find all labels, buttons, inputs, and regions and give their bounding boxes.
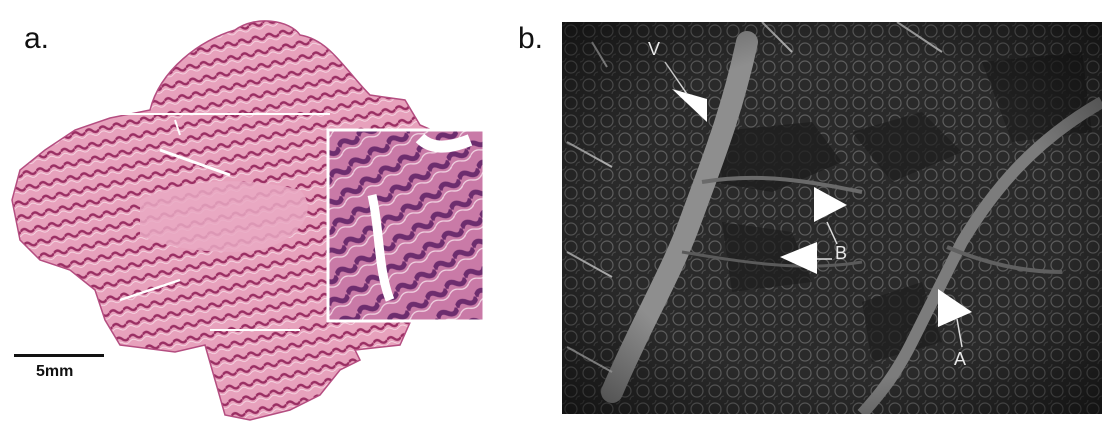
scale-bar-label: 5mm xyxy=(36,363,74,380)
vessel-label-b: B xyxy=(835,243,848,263)
panel-b: V B A xyxy=(562,22,1102,414)
vessel-label-a: A xyxy=(954,349,967,369)
panel-a: a. xyxy=(0,0,500,427)
cerebellum-section-image xyxy=(11,20,486,421)
vascular-network-image xyxy=(562,22,1102,414)
vessel-label-v: V xyxy=(648,39,661,59)
scale-bar xyxy=(14,354,104,357)
panel-a-label: a. xyxy=(24,22,50,55)
panel-b-label: b. xyxy=(518,22,544,55)
